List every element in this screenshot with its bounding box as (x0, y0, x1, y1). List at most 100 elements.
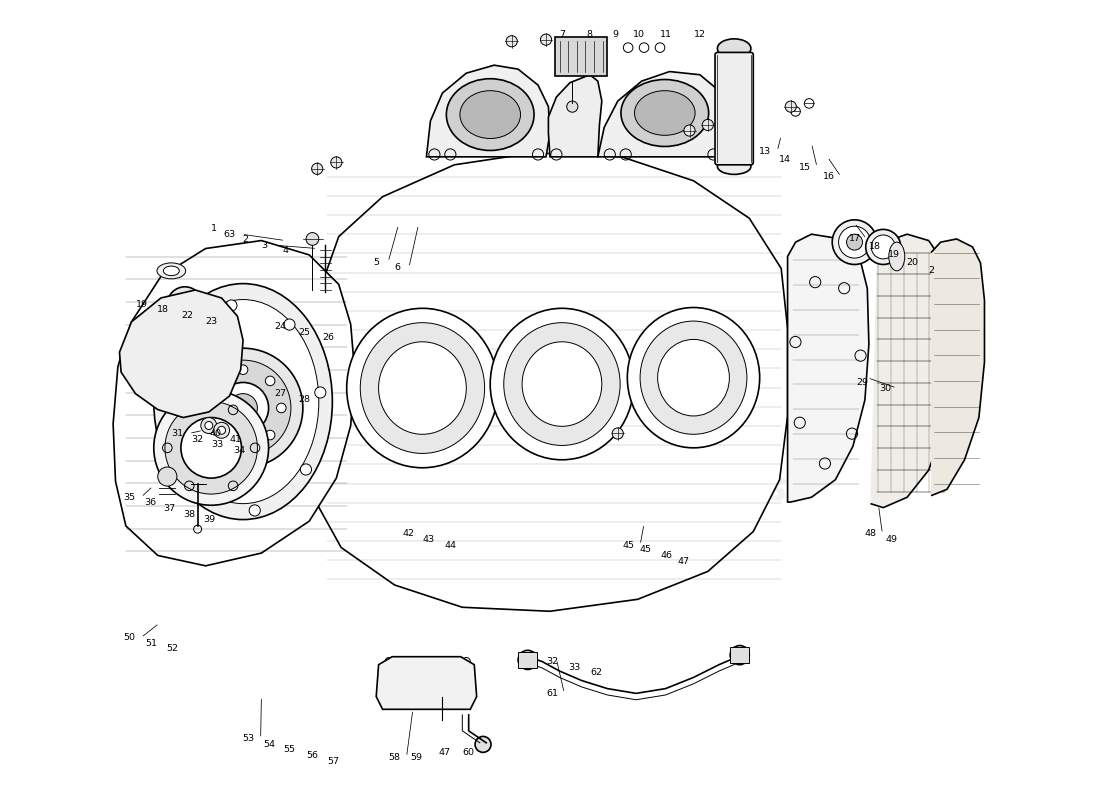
Text: 30: 30 (879, 383, 891, 393)
FancyBboxPatch shape (730, 647, 749, 663)
Circle shape (239, 365, 248, 374)
Circle shape (201, 418, 217, 434)
Text: 61: 61 (547, 689, 559, 698)
Ellipse shape (717, 158, 751, 174)
Circle shape (847, 234, 862, 250)
Ellipse shape (346, 308, 498, 468)
Text: 23: 23 (205, 317, 217, 326)
Text: 36: 36 (144, 498, 156, 507)
Circle shape (161, 418, 172, 429)
Circle shape (613, 428, 624, 439)
Text: 20: 20 (906, 258, 918, 267)
Text: 9: 9 (613, 30, 618, 39)
Circle shape (540, 34, 551, 46)
Polygon shape (307, 153, 788, 611)
Ellipse shape (491, 308, 634, 460)
Text: 63: 63 (223, 230, 235, 238)
Text: eurospares: eurospares (253, 336, 519, 432)
Text: 13: 13 (759, 146, 771, 156)
Circle shape (566, 101, 578, 112)
Text: 53: 53 (243, 734, 255, 743)
Ellipse shape (504, 322, 620, 446)
Circle shape (420, 676, 434, 690)
Circle shape (385, 658, 393, 666)
Text: 1: 1 (210, 224, 217, 233)
Polygon shape (427, 65, 550, 157)
Circle shape (226, 300, 236, 311)
FancyBboxPatch shape (518, 652, 537, 668)
Circle shape (211, 376, 221, 386)
Text: 19: 19 (135, 300, 147, 309)
Circle shape (475, 737, 491, 752)
Text: 41: 41 (230, 434, 242, 443)
Circle shape (174, 293, 196, 315)
Text: 58: 58 (388, 753, 400, 762)
Text: 62: 62 (591, 668, 602, 677)
Circle shape (184, 348, 302, 468)
Text: 56: 56 (307, 751, 318, 760)
Ellipse shape (447, 78, 535, 150)
Text: 6: 6 (394, 263, 400, 272)
Text: 59: 59 (410, 753, 422, 762)
Text: 43: 43 (422, 535, 435, 544)
Ellipse shape (154, 284, 332, 519)
Circle shape (191, 486, 202, 497)
Circle shape (518, 650, 537, 670)
Text: 8: 8 (587, 30, 593, 39)
Text: 10: 10 (634, 30, 646, 39)
Text: 17: 17 (848, 234, 860, 243)
Text: 37: 37 (164, 504, 176, 513)
Circle shape (205, 422, 212, 430)
Ellipse shape (378, 342, 466, 434)
Ellipse shape (361, 322, 485, 454)
Text: 2: 2 (928, 266, 934, 275)
Circle shape (871, 235, 895, 259)
Text: 26: 26 (322, 334, 334, 342)
Text: 38: 38 (184, 510, 196, 518)
Circle shape (157, 467, 177, 486)
Text: 44: 44 (444, 541, 456, 550)
Circle shape (213, 422, 230, 438)
Circle shape (462, 701, 471, 709)
Text: 24: 24 (275, 322, 286, 331)
Circle shape (684, 125, 695, 136)
Text: 16: 16 (823, 172, 835, 182)
Ellipse shape (889, 242, 905, 271)
Circle shape (218, 426, 226, 434)
Ellipse shape (175, 314, 204, 330)
Ellipse shape (627, 307, 760, 448)
Text: 47: 47 (678, 557, 690, 566)
Polygon shape (113, 241, 354, 566)
Circle shape (211, 430, 221, 440)
Text: 55: 55 (284, 746, 295, 754)
Text: 28: 28 (298, 394, 310, 404)
FancyBboxPatch shape (715, 53, 754, 165)
Text: 32: 32 (547, 657, 559, 666)
Text: eurospares: eurospares (526, 416, 792, 512)
Circle shape (154, 390, 268, 506)
Polygon shape (788, 234, 869, 502)
Text: 31: 31 (170, 429, 183, 438)
Polygon shape (597, 71, 729, 157)
Circle shape (385, 701, 393, 709)
Polygon shape (376, 657, 476, 710)
Text: 14: 14 (779, 154, 791, 164)
Text: 34: 34 (233, 446, 245, 454)
Text: 35: 35 (123, 493, 135, 502)
Circle shape (506, 36, 517, 47)
Polygon shape (120, 290, 243, 418)
Circle shape (436, 687, 449, 700)
Text: 40: 40 (209, 429, 221, 438)
Ellipse shape (522, 342, 602, 426)
Text: 47: 47 (439, 748, 451, 757)
Circle shape (250, 505, 261, 516)
Text: 48: 48 (865, 530, 877, 538)
FancyBboxPatch shape (554, 38, 607, 76)
Ellipse shape (640, 321, 747, 434)
Ellipse shape (460, 90, 520, 138)
Polygon shape (870, 234, 950, 508)
Circle shape (735, 650, 745, 660)
Circle shape (306, 233, 319, 246)
Circle shape (180, 418, 242, 478)
Circle shape (315, 387, 326, 398)
